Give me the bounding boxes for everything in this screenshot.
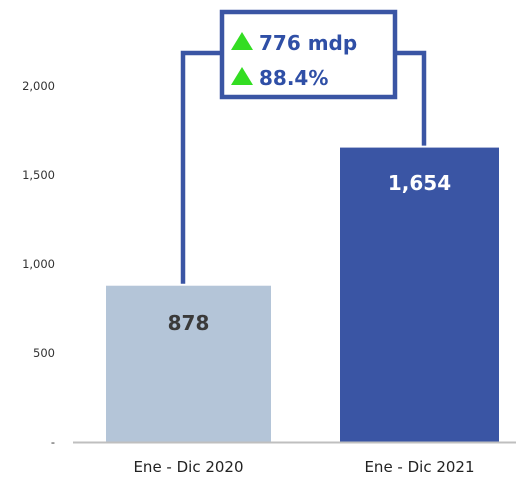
bar-1 [106, 285, 271, 442]
up-triangle-icon [231, 67, 253, 85]
callout-line: 776 mdp [259, 31, 357, 55]
y-tick-label: 1,000 [22, 257, 55, 271]
y-tick-label: 500 [33, 346, 55, 360]
callout-line: 88.4% [259, 66, 328, 90]
bar-2 [340, 147, 499, 442]
up-triangle-icon [231, 32, 253, 50]
category-label: Ene - Dic 2020 [133, 458, 243, 476]
y-tick-label: 2,000 [22, 79, 55, 93]
category-label: Ene - Dic 2021 [364, 458, 474, 476]
bars [106, 147, 499, 442]
y-tick-label: 1,500 [22, 168, 55, 182]
data-labels: 878 1,654 [168, 171, 452, 335]
change-callout: 776 mdp 88.4% [219, 9, 398, 100]
y-axis-ticks: - 500 1,000 1,500 2,000 [22, 79, 55, 449]
data-label: 1,654 [388, 171, 451, 195]
y-tick-label: - [51, 435, 55, 449]
data-label: 878 [168, 311, 210, 335]
category-labels: Ene - Dic 2020 Ene - Dic 2021 [133, 458, 474, 476]
